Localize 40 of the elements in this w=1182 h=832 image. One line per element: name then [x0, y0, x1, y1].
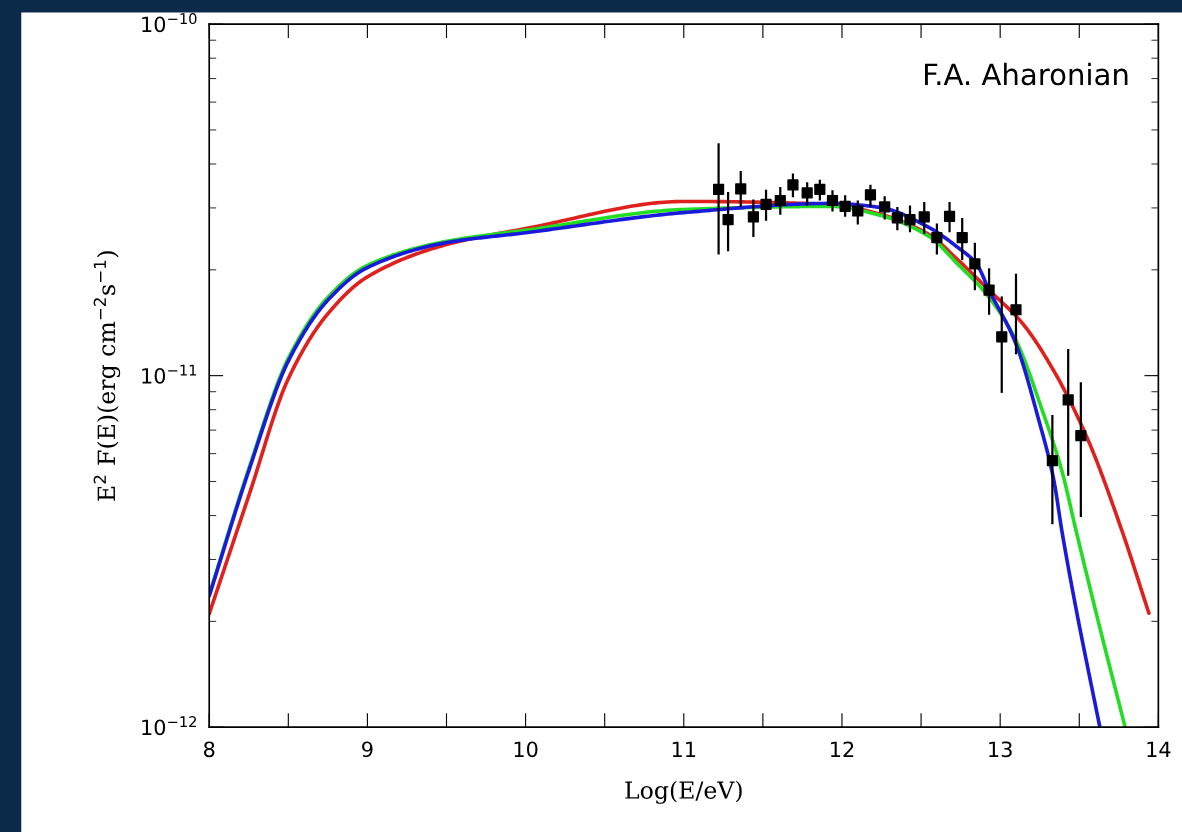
point [1062, 394, 1074, 406]
x-tick-label: 9 [362, 741, 373, 758]
point [1010, 304, 1022, 316]
x-tick-label: 12 [831, 741, 854, 757]
point [931, 232, 943, 244]
x-tick-label: 8 [204, 741, 215, 758]
x-tick-label: 14 [1147, 741, 1171, 757]
x-tick-label: 13 [989, 741, 1012, 758]
x-tick-label: 10 [514, 741, 538, 758]
point [747, 211, 759, 223]
point [996, 331, 1008, 343]
point [983, 284, 995, 296]
point [712, 183, 725, 195]
x-tick-label: 11 [672, 741, 696, 757]
point [1046, 455, 1058, 467]
point [891, 212, 903, 224]
point [918, 211, 930, 223]
point [904, 213, 916, 226]
point [1075, 430, 1087, 442]
y-tick-label: 10$^{−10}$ [142, 13, 197, 33]
point [943, 210, 956, 222]
point [852, 205, 864, 217]
y-tick-label: 10$^{−11}$ [142, 364, 197, 384]
point [956, 232, 968, 244]
y-axis-title: E$^{2}$ F(E)(erg cm$^{−2}$s$^{−1}$) [93, 251, 121, 501]
point [839, 200, 851, 213]
point [969, 258, 981, 270]
point [864, 189, 877, 201]
point [735, 183, 747, 195]
point [774, 194, 786, 207]
point [879, 201, 891, 213]
point [801, 187, 813, 199]
x-axis-title: Log(E/eV) [625, 780, 742, 804]
point [814, 183, 826, 195]
point [787, 179, 799, 191]
point [722, 213, 734, 226]
annotation: F.A. Aharonian [924, 62, 1128, 86]
y-tick-label: 10$^{−12}$ [142, 716, 196, 736]
point [760, 198, 772, 211]
point [826, 194, 839, 207]
